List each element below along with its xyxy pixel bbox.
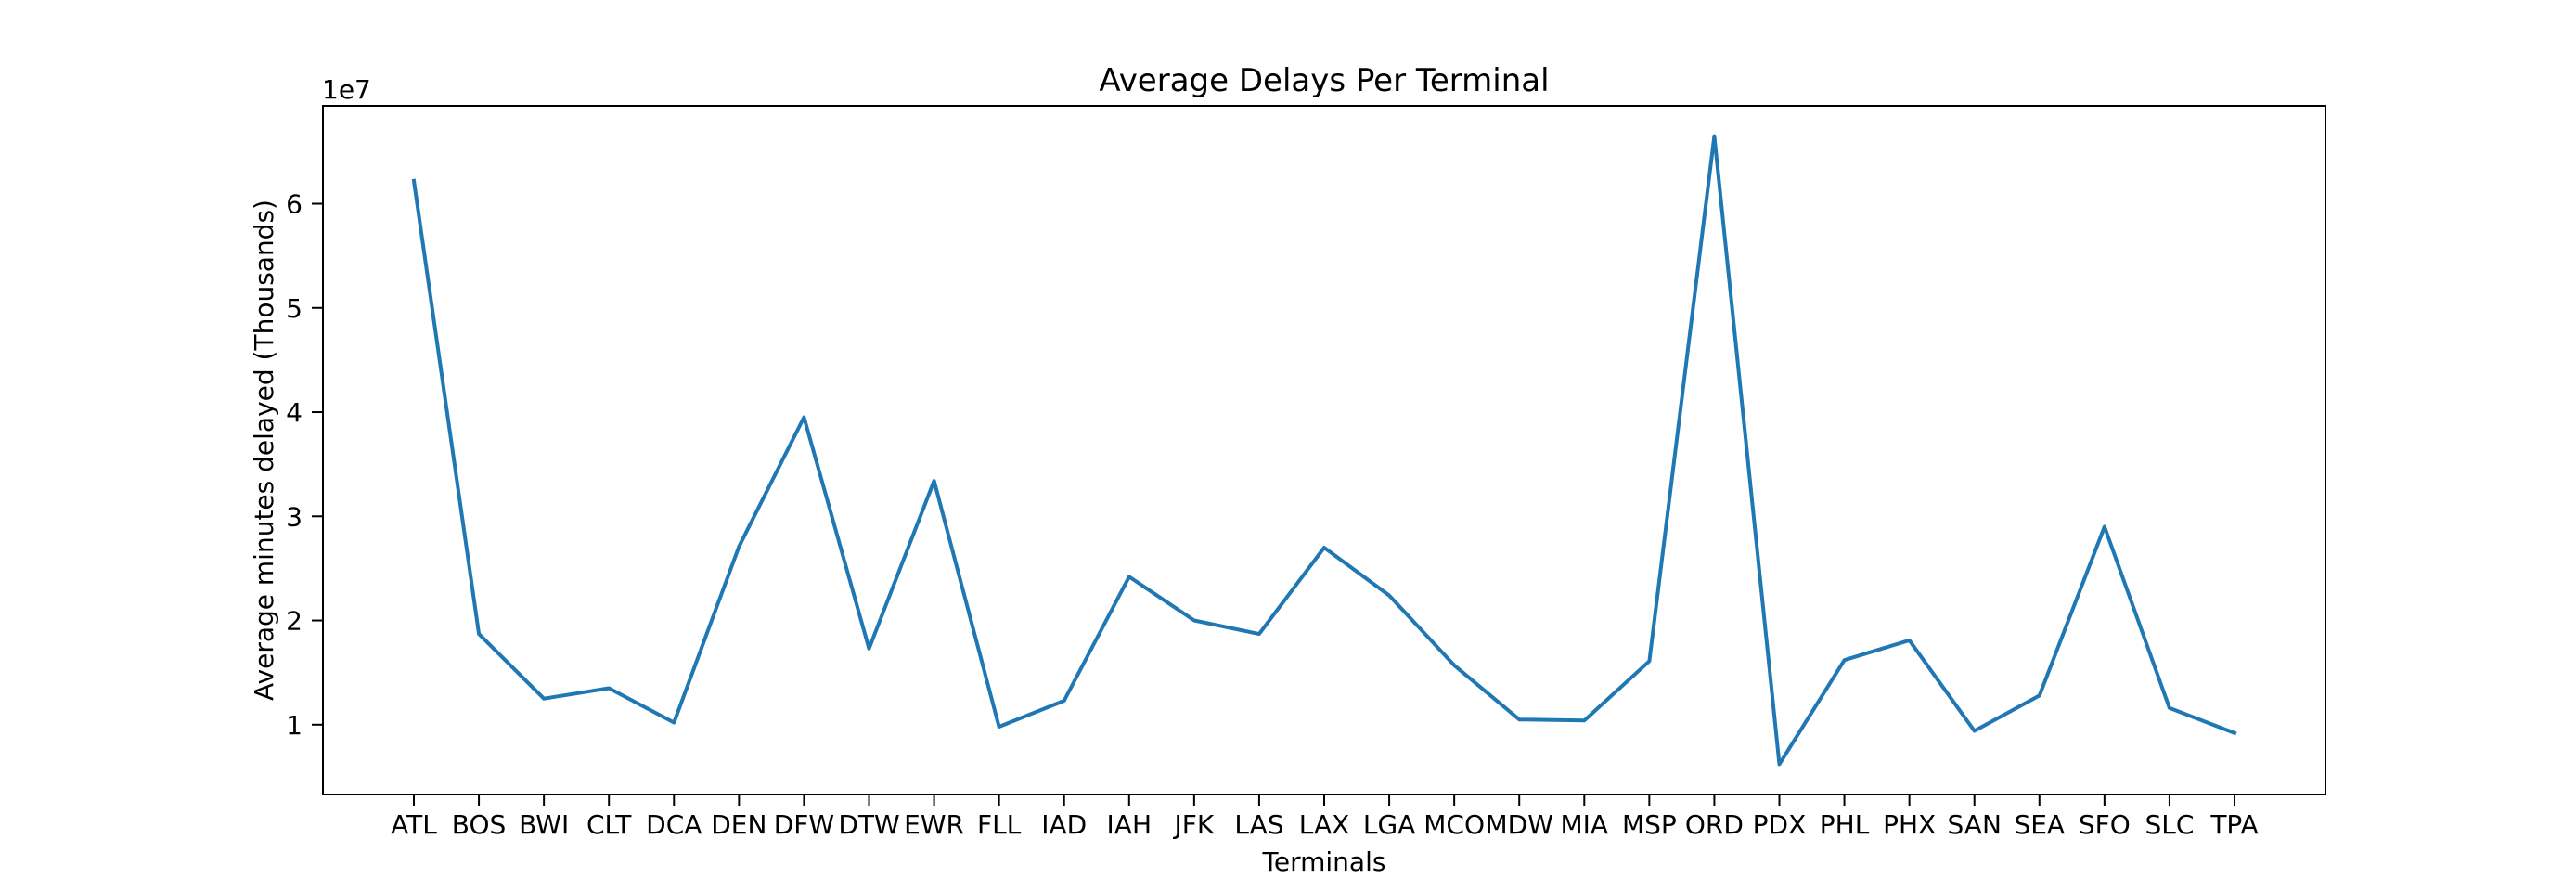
y-tick-label: 1 (286, 710, 303, 741)
x-tick-label-dfw: DFW (774, 809, 834, 840)
x-tick-label-tpa: TPA (2209, 809, 2258, 840)
x-tick-label-dca: DCA (646, 809, 702, 840)
x-tick-label-den: DEN (711, 809, 766, 840)
x-tick-label-ord: ORD (1685, 809, 1744, 840)
x-tick-label-atl: ATL (391, 809, 437, 840)
x-tick-label-las: LAS (1234, 809, 1283, 840)
series-line (411, 134, 2237, 767)
x-tick-label-lga: LGA (1363, 809, 1415, 840)
y-axis-offset-text: 1e7 (322, 74, 371, 105)
x-tick-label-san: SAN (1948, 809, 2002, 840)
x-tick-label-lax: LAX (1299, 809, 1350, 840)
x-tick-label-bos: BOS (452, 809, 507, 840)
x-tick-label-iah: IAH (1107, 809, 1152, 840)
y-tick-label: 6 (286, 189, 303, 220)
x-tick-label-mia: MIA (1560, 809, 1608, 840)
x-tick-label-mco: MCO (1423, 809, 1485, 840)
plot-area-frame (322, 105, 2326, 795)
x-tick-label-msp: MSP (1622, 809, 1677, 840)
x-tick-label-iad: IAD (1041, 809, 1087, 840)
x-tick-label-ewr: EWR (904, 809, 964, 840)
chart-title: Average Delays Per Terminal (1099, 62, 1549, 99)
x-tick-label-bwi: BWI (519, 809, 569, 840)
x-tick-label-jfk: JFK (1172, 809, 1214, 840)
y-tick-label: 4 (286, 397, 303, 428)
x-tick-label-mdw: MDW (1486, 809, 1553, 840)
y-tick-label: 5 (286, 293, 303, 324)
x-tick-label-clt: CLT (586, 809, 632, 840)
x-tick-label-dtw: DTW (838, 809, 899, 840)
x-axis-label: Terminals (1262, 846, 1386, 877)
x-tick-label-slc: SLC (2145, 809, 2194, 840)
x-tick-label-pdx: PDX (1753, 809, 1807, 840)
y-tick-label: 2 (286, 606, 303, 637)
x-tick-label-sea: SEA (2014, 809, 2065, 840)
x-tick-label-phl: PHL (1820, 809, 1870, 840)
y-tick-label: 3 (286, 501, 303, 532)
x-tick-label-sfo: SFO (2079, 809, 2131, 840)
y-axis-label: Average minutes delayed (Thousands) (249, 200, 279, 701)
x-tick-label-fll: FLL (977, 809, 1022, 840)
x-tick-label-phx: PHX (1883, 809, 1936, 840)
x-axis-ticks: ATL BOS BWI CLT DCA DEN DFW DTW EWR FLL IAD IAH JFK L… (391, 794, 2259, 840)
y-axis-ticks: 1 2 3 4 5 6 (286, 189, 323, 741)
